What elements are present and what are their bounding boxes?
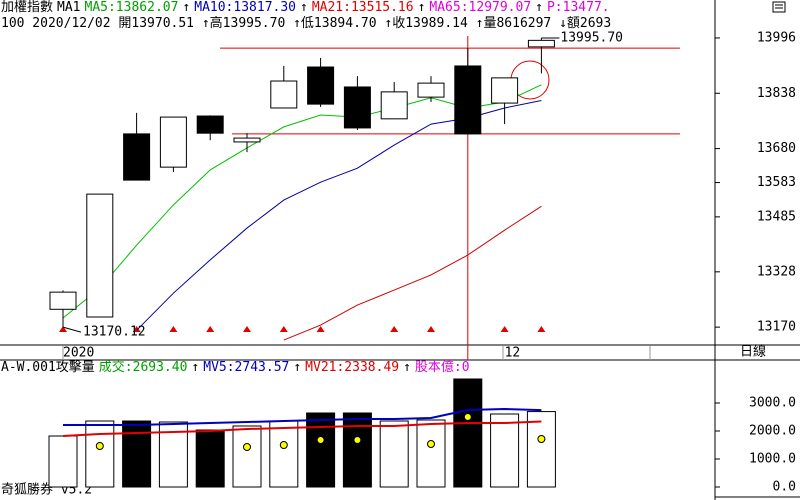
- legend-item: P:13477.: [546, 0, 610, 15]
- ma-line: [136, 100, 542, 331]
- volume-bar: [122, 420, 152, 488]
- legend-item: ↑: [417, 0, 426, 15]
- mv-line: [62, 420, 542, 438]
- legend-item: ↑: [182, 0, 191, 15]
- volume-bar: [490, 413, 520, 488]
- candle-body: [270, 80, 298, 109]
- candle-body: [454, 65, 482, 135]
- y-tick-label: 0.0: [773, 480, 796, 495]
- legend-row: 加權指數 MA1 MA5:13862.07 ↑ MA10:13817.30 ↑ MA21:1…: [1, 0, 771, 16]
- candle-body: [491, 77, 519, 104]
- volume-bar: [48, 435, 78, 488]
- y-tick-label: 13485: [757, 209, 796, 224]
- signal-triangle: [390, 326, 399, 332]
- legend-item: MA10:13817.30: [194, 0, 296, 15]
- ma-line: [283, 205, 542, 341]
- volume-bar: [342, 412, 372, 488]
- period-label: 日線: [740, 344, 766, 360]
- signal-triangle: [243, 326, 251, 332]
- annotation: 13170.12: [83, 325, 146, 340]
- mv-line: [63, 407, 542, 427]
- candle-body: [417, 82, 445, 98]
- y-tick-label: 13583: [757, 175, 796, 190]
- legend-item: MA1: [57, 0, 81, 15]
- dot: [353, 435, 362, 444]
- volume-bar: [526, 411, 556, 488]
- dot: [537, 435, 546, 444]
- dot: [316, 435, 325, 444]
- menu-icon[interactable]: [772, 1, 786, 13]
- legend-item: 加權指數: [1, 0, 54, 15]
- legend-item: MA5:13862.07: [84, 0, 179, 15]
- volume-bar: [379, 420, 409, 488]
- volume-bar: [416, 419, 446, 488]
- legend-item: 股本億:0: [414, 360, 470, 375]
- candle-body: [123, 133, 151, 181]
- candle-body: [233, 137, 261, 143]
- signal-triangle: [427, 326, 435, 332]
- signal-triangle: [279, 326, 288, 332]
- candle-body: [86, 193, 114, 318]
- x-tick-label: 2020: [63, 346, 94, 361]
- volume-bar: [453, 378, 483, 488]
- candle-body: [196, 115, 224, 134]
- y-tick-label: 3000.0: [749, 395, 796, 410]
- candle-body: [380, 91, 408, 120]
- candle-body: [343, 86, 371, 129]
- legend-item: ↑: [535, 0, 543, 15]
- signal-triangle: [537, 326, 546, 332]
- volume-bar: [85, 420, 115, 488]
- legend-item: 成交:2693.40: [98, 360, 188, 375]
- x-tick-label: 12: [505, 346, 521, 361]
- annotation: 13995.70: [560, 31, 623, 46]
- dot: [243, 442, 251, 451]
- candle-body: [159, 116, 187, 168]
- signal-triangle: [132, 326, 141, 332]
- signal-triangle: [59, 326, 67, 332]
- quote-row: 100 2020/12/02 開13970.51 ↑高13995.70 ↑低13…: [1, 16, 612, 31]
- legend-item: MV5:2743.57: [203, 360, 290, 375]
- y-tick-label: 1000.0: [749, 452, 796, 467]
- legend-item: MV21:2338.49: [305, 360, 400, 375]
- y-tick-label: 13328: [757, 264, 796, 279]
- y-tick-label: 13680: [757, 141, 796, 156]
- volume-bar: [306, 412, 336, 488]
- dot: [427, 439, 435, 448]
- signal-triangle: [316, 326, 325, 332]
- y-tick-label: 13170: [757, 320, 796, 335]
- signal-triangle: [169, 326, 178, 332]
- dot: [463, 412, 472, 421]
- volume-bar: [269, 420, 299, 488]
- footer: 奇狐勝券 v5.2: [1, 482, 92, 498]
- legend-item: MA21:13515.16: [311, 0, 414, 15]
- y-tick-label: 2000.0: [749, 423, 796, 438]
- legend-item: MA65:12979.07: [429, 0, 532, 15]
- legend-item: ↑: [403, 360, 411, 375]
- candle-body: [307, 66, 335, 105]
- legend-item: ↑: [300, 0, 308, 15]
- volume-bar: [232, 425, 262, 488]
- volume-legend-row: A-W.001攻擊量 成交:2693.40 ↑ MV5:2743.57 ↑ MV21:23…: [1, 360, 713, 376]
- legend-item: A-W.001攻擊量: [1, 360, 95, 375]
- signal-triangle: [500, 326, 509, 332]
- candle-body: [527, 39, 555, 48]
- annotation-leader: [62, 326, 82, 333]
- dot: [279, 440, 288, 449]
- candle-body: [49, 291, 77, 310]
- y-tick-label: 13996: [757, 30, 796, 45]
- legend-item: ↑: [293, 360, 302, 375]
- y-tick-label: 13838: [757, 86, 796, 101]
- dot: [95, 442, 104, 451]
- signal-triangle: [206, 326, 215, 332]
- volume-bar: [195, 429, 225, 488]
- legend-item: ↑: [191, 360, 200, 375]
